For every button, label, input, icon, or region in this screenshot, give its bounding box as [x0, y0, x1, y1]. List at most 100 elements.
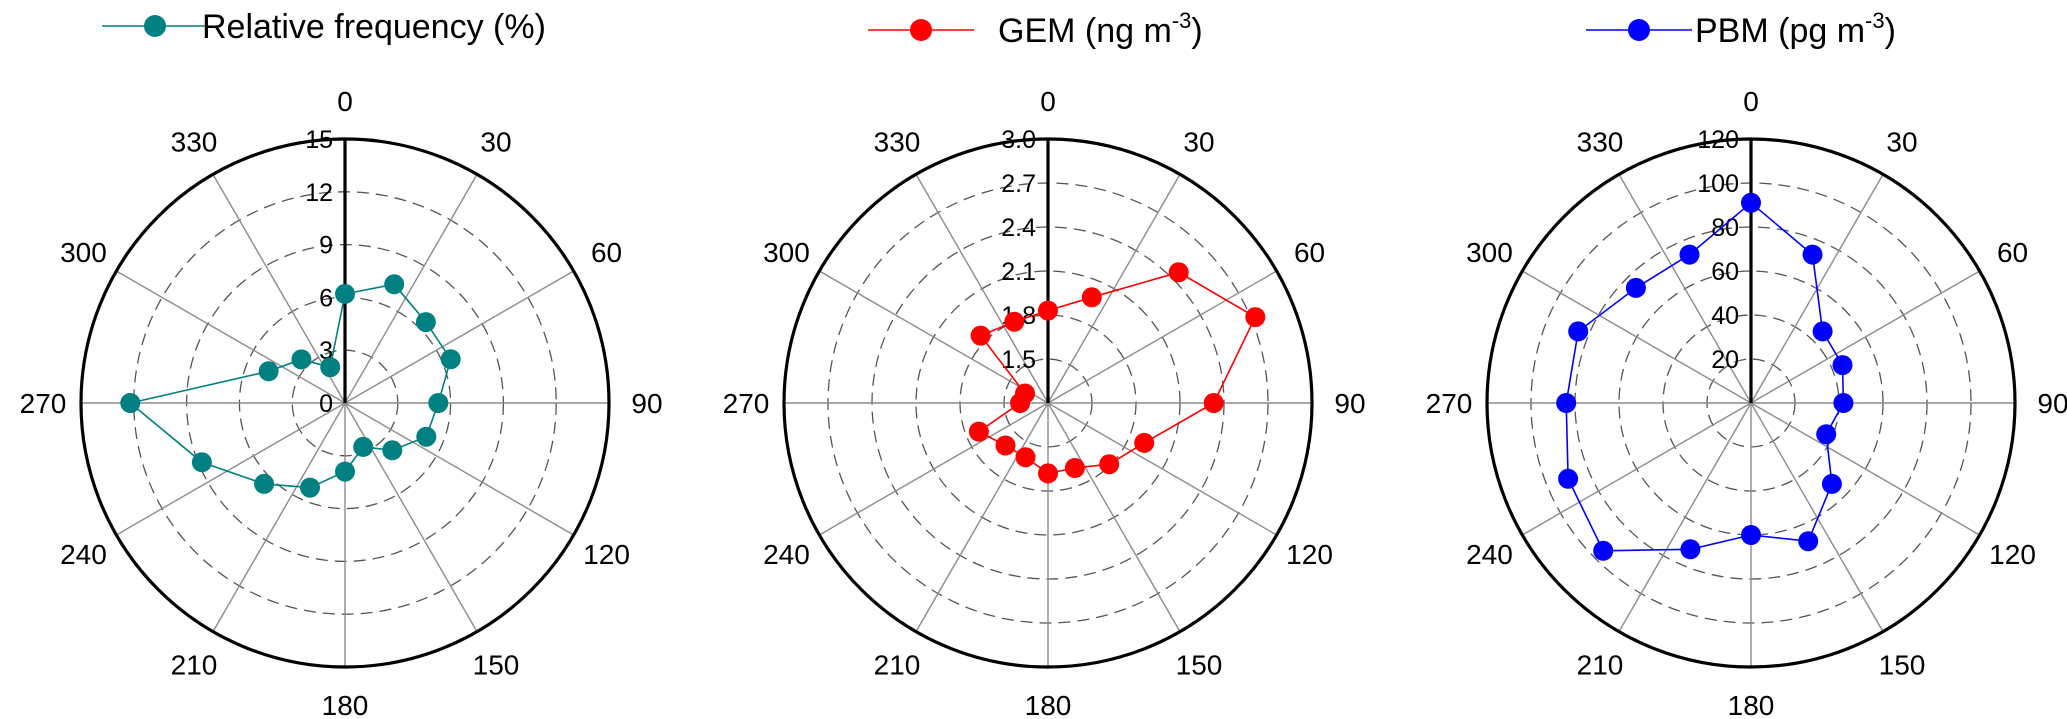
data-point	[1015, 447, 1036, 468]
angle-label: 210	[171, 650, 218, 681]
grid-spoke	[819, 402, 1049, 536]
data-point	[1821, 473, 1842, 494]
data-point	[1004, 311, 1025, 332]
angle-label: 120	[1989, 539, 2036, 570]
data-point	[1245, 307, 1266, 328]
radial-tick-label: 100	[1697, 170, 1739, 198]
angle-label: 300	[60, 237, 107, 268]
radial-tick-label: 6	[319, 284, 333, 312]
legend-label-sup: -3	[1865, 8, 1885, 33]
radial-tick-label: 3.0	[1001, 126, 1036, 154]
angle-label: 90	[631, 388, 662, 419]
data-point	[428, 393, 449, 413]
data-point	[995, 435, 1016, 456]
angle-label: 60	[591, 237, 622, 268]
data-point	[416, 426, 437, 447]
legend-marker-dot	[144, 15, 166, 37]
data-point	[1038, 300, 1058, 321]
radial-tick-label: 80	[1711, 214, 1739, 242]
grid-spoke	[344, 174, 478, 404]
angle-label: 30	[1886, 126, 1917, 157]
angle-label: 150	[1176, 650, 1223, 681]
data-point	[1064, 458, 1085, 478]
data-point	[1015, 383, 1035, 404]
grid-spoke	[116, 270, 346, 404]
angle-label: 0	[1743, 86, 1759, 117]
angle-label: 180	[1728, 690, 1775, 719]
outer-ring	[782, 137, 1314, 669]
data-point	[415, 312, 436, 333]
radial-tick-label: 15	[305, 126, 333, 154]
angle-label: 300	[763, 237, 810, 268]
legend-label-main: Relative frequency (%)	[202, 8, 546, 46]
legend-gem: GEM (ng m-3)	[868, 8, 1203, 50]
grid-spoke	[1618, 174, 1752, 404]
angle-label: 210	[1577, 650, 1624, 681]
angle-label: 150	[473, 650, 520, 681]
grid-spoke	[915, 174, 1049, 404]
data-point	[1168, 262, 1189, 283]
grid-spoke	[819, 270, 1049, 404]
polar-chart-2: 1.51.82.12.42.73.00306090120150180210240…	[723, 86, 1366, 719]
grid-spoke	[1047, 174, 1181, 404]
grid-spoke	[1047, 402, 1181, 632]
angle-label: 210	[874, 650, 921, 681]
angle-label: 60	[1997, 237, 2028, 268]
data-point	[291, 349, 312, 370]
radial-tick-label: 120	[1697, 126, 1739, 154]
data-point	[1812, 321, 1833, 342]
grid-spoke	[1618, 402, 1752, 632]
angle-label: 330	[1577, 126, 1624, 157]
angle-label: 0	[1040, 86, 1056, 117]
data-point	[1816, 424, 1837, 445]
radial-tick-label: 60	[1711, 258, 1739, 286]
angle-label: 240	[1466, 539, 1513, 570]
polar-chart-3: 2040608010012003060901201501802102402703…	[1426, 86, 2067, 719]
legend-label: Relative frequency (%)	[202, 8, 546, 46]
outer-ring	[1485, 137, 2017, 669]
angle-label: 270	[1426, 388, 1473, 419]
data-point	[1741, 192, 1761, 213]
outer-ring	[79, 137, 611, 669]
legend-label-tail: )	[1191, 12, 1202, 50]
legend-marker-dot	[910, 19, 932, 41]
legend-label-main: GEM (ng m	[998, 12, 1172, 50]
angle-label: 150	[1879, 650, 1926, 681]
data-point	[320, 357, 341, 378]
angle-label: 30	[1183, 126, 1214, 157]
grid-spoke	[1522, 270, 1752, 404]
grid-spoke	[1047, 270, 1277, 404]
data-point	[1556, 393, 1577, 413]
data-point	[382, 440, 403, 461]
radial-tick-label: 20	[1711, 346, 1739, 374]
data-point	[1593, 540, 1614, 561]
data-point	[440, 349, 461, 370]
radial-tick-label: 2.7	[1001, 170, 1036, 198]
radial-tick-label: 12	[305, 179, 333, 207]
data-point	[1802, 244, 1823, 265]
angle-label: 0	[337, 86, 353, 117]
legend-relative-frequency: Relative frequency (%)	[102, 8, 546, 46]
grid-spoke	[1047, 402, 1277, 536]
angle-label: 120	[583, 539, 630, 570]
grid-spoke	[1750, 270, 1980, 404]
data-point	[335, 461, 355, 482]
data-point	[1038, 463, 1058, 484]
angle-label: 90	[1334, 388, 1365, 419]
data-point	[1832, 355, 1853, 376]
grid-spoke	[344, 270, 574, 404]
data-point	[300, 477, 320, 498]
grid-spoke	[1750, 402, 1884, 632]
data-point	[1099, 454, 1120, 475]
radial-tick-label: 40	[1711, 302, 1739, 330]
angle-label: 270	[20, 388, 67, 419]
data-point	[1081, 287, 1102, 308]
data-point	[1680, 539, 1701, 560]
data-point	[335, 283, 355, 304]
data-point	[1625, 277, 1646, 298]
angle-label: 90	[2037, 388, 2067, 419]
data-point	[384, 274, 405, 295]
data-point	[254, 473, 275, 494]
